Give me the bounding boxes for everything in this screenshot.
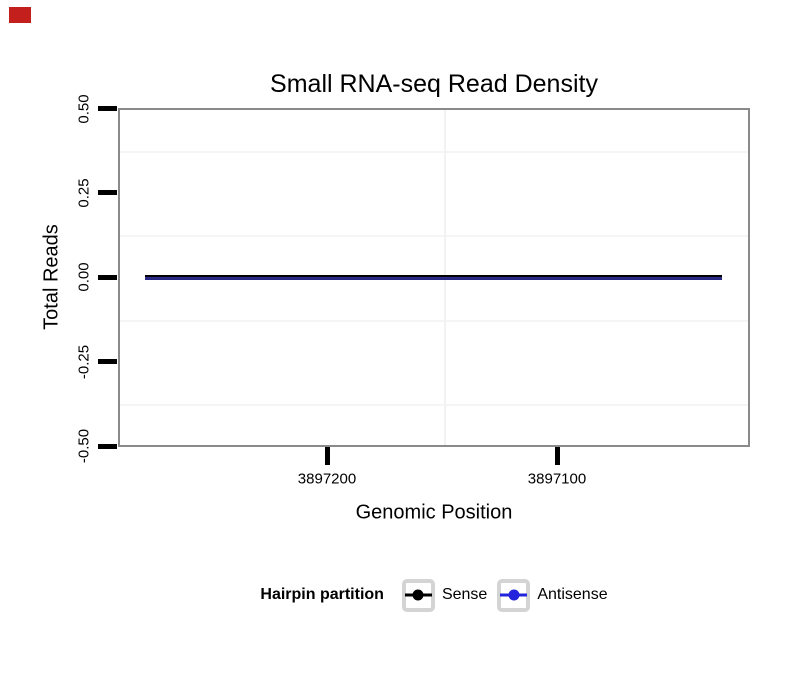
antisense-point-glyph	[508, 589, 520, 601]
x-tick-label: 3897200	[297, 470, 357, 488]
legend-title: Hairpin partition	[260, 586, 384, 603]
minor-gridline-h	[120, 404, 748, 406]
y-tick-mark	[98, 359, 117, 364]
y-tick-mark	[98, 275, 117, 280]
y-tick-mark	[98, 190, 117, 195]
legend-label-sense: Sense	[441, 586, 488, 603]
red-marker	[9, 7, 31, 23]
y-axis-title: Total Reads	[40, 224, 63, 330]
read-density-line	[145, 275, 722, 280]
sense-point-glyph	[412, 589, 424, 601]
y-tick-mark	[98, 444, 117, 449]
legend-key-antisense	[497, 578, 531, 612]
legend-label-antisense: Antisense	[537, 586, 608, 603]
plot-panel	[118, 108, 750, 447]
x-tick-label: 3897100	[527, 470, 587, 488]
y-tick-mark	[98, 106, 117, 111]
x-tick-mark	[555, 447, 560, 465]
y-tick-label: 0.25	[75, 178, 93, 208]
plot-title: Small RNA-seq Read Density	[270, 70, 598, 98]
minor-gridline-h	[120, 320, 748, 322]
minor-gridline-h	[120, 151, 748, 153]
x-tick-mark	[325, 447, 330, 465]
minor-gridline-h	[120, 235, 748, 237]
y-tick-label: -0.50	[75, 428, 93, 464]
legend: Hairpin partition Sense Antisense	[118, 577, 750, 613]
legend-key-sense	[401, 578, 435, 612]
y-tick-label: 0.50	[75, 94, 93, 124]
y-tick-label: 0.00	[75, 262, 93, 292]
y-tick-label: -0.25	[75, 344, 93, 380]
x-axis-title: Genomic Position	[355, 501, 513, 524]
